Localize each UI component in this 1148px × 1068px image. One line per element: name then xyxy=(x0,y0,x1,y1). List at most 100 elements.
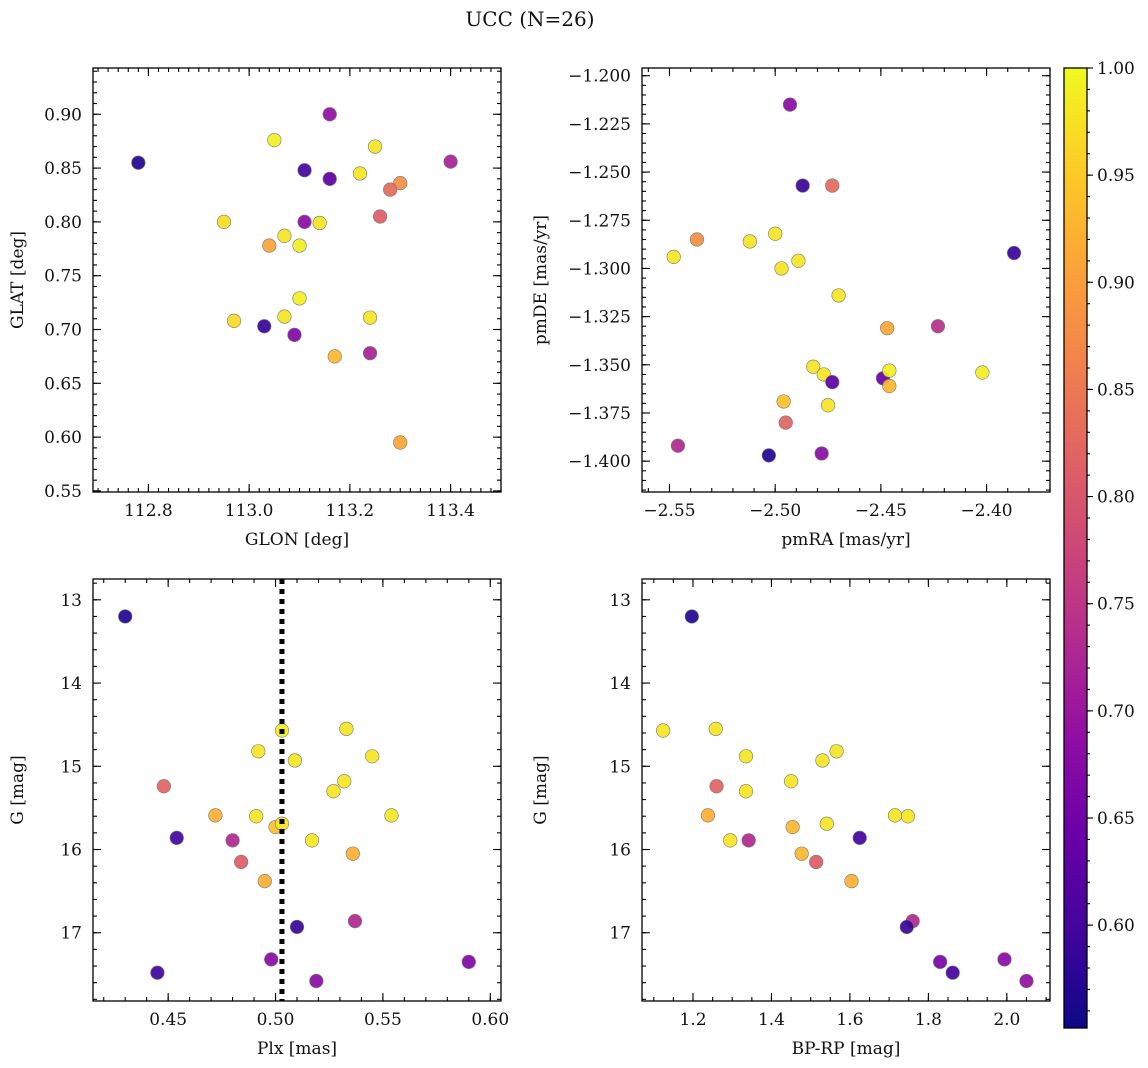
data-point xyxy=(156,779,171,794)
data-point xyxy=(297,214,312,229)
figure-title: UCC (N=26) xyxy=(465,7,594,31)
x-tick-label: 1.2 xyxy=(679,1010,706,1030)
data-point xyxy=(887,808,903,823)
x-tick-label: 0.60 xyxy=(471,1010,509,1030)
data-point xyxy=(304,833,320,848)
data-point xyxy=(234,854,249,870)
data-point xyxy=(814,446,829,461)
x-tick-label: 0.50 xyxy=(257,1010,295,1030)
data-point xyxy=(337,774,352,789)
y-axis-label: G [mag] xyxy=(531,755,551,824)
y-tick-label: 0.90 xyxy=(44,105,82,125)
data-point xyxy=(882,363,897,378)
data-point xyxy=(383,182,398,197)
y-tick-label: −1.350 xyxy=(568,356,631,376)
data-point xyxy=(809,854,824,870)
data-point xyxy=(900,809,916,824)
data-point xyxy=(708,721,723,736)
data-point xyxy=(262,238,277,253)
y-tick-label: 17 xyxy=(609,924,631,944)
y-tick-label: 0.55 xyxy=(44,482,82,502)
data-point xyxy=(267,133,282,148)
y-tick-label: −1.250 xyxy=(568,163,631,183)
data-point xyxy=(277,309,292,324)
data-point xyxy=(226,313,242,328)
data-point xyxy=(322,171,337,186)
colorbar-frame xyxy=(1063,67,1088,1029)
y-tick-label: 13 xyxy=(60,591,82,611)
data-point xyxy=(362,310,378,325)
y-tick-label: 15 xyxy=(60,757,82,777)
data-point xyxy=(322,107,337,122)
data-point xyxy=(825,178,840,193)
y-tick-label: −1.325 xyxy=(568,308,631,328)
data-point xyxy=(118,609,133,624)
y-tick-label: −1.225 xyxy=(568,115,631,135)
data-point xyxy=(362,346,378,361)
data-point xyxy=(831,288,846,303)
data-point xyxy=(806,359,821,374)
data-point xyxy=(251,744,266,759)
data-point xyxy=(264,952,279,967)
data-point xyxy=(782,97,798,112)
x-tick-label: −2.55 xyxy=(643,501,695,521)
y-tick-label: 14 xyxy=(609,674,631,694)
data-point xyxy=(365,749,380,764)
colorbar-tick-label: 0.95 xyxy=(1097,166,1135,186)
data-point xyxy=(709,779,724,794)
colorbar-tick-label: 0.65 xyxy=(1097,809,1135,829)
data-point xyxy=(945,965,960,980)
y-tick-label: 14 xyxy=(60,674,82,694)
panel-proper-motions: −2.55 −2.50 −2.45 −2.40 −1.400 −1.375 −1.350 −1… xyxy=(531,67,1051,550)
data-point xyxy=(208,808,223,823)
axes-frame xyxy=(641,578,1051,1002)
data-point xyxy=(741,833,756,848)
y-tick-label: 0.85 xyxy=(44,159,82,179)
y-axis-label: pmDE [mas/yr] xyxy=(531,215,551,345)
data-point xyxy=(666,249,681,264)
data-point xyxy=(169,830,184,845)
data-point xyxy=(347,913,363,929)
data-point xyxy=(257,319,272,334)
scatter-points xyxy=(118,609,476,989)
data-point xyxy=(815,753,830,768)
y-tick-label: −1.400 xyxy=(568,452,631,472)
y-tick-label: 0.60 xyxy=(44,428,82,448)
data-point xyxy=(292,238,307,253)
y-tick-label: 0.75 xyxy=(44,267,82,287)
data-point xyxy=(289,919,305,935)
data-point xyxy=(882,378,897,394)
data-point xyxy=(225,833,240,848)
data-point xyxy=(820,398,836,413)
x-tick-label: 112.8 xyxy=(124,501,173,521)
y-axis-label: G [mag] xyxy=(8,755,28,824)
data-point xyxy=(930,319,946,334)
data-point xyxy=(393,435,408,450)
colorbar-gradient xyxy=(1064,68,1087,1028)
data-point xyxy=(443,154,458,169)
data-point xyxy=(738,749,754,764)
data-point xyxy=(257,874,272,889)
data-point xyxy=(216,214,232,229)
data-point xyxy=(825,375,840,390)
y-tick-label: −1.375 xyxy=(568,404,631,424)
data-point xyxy=(131,155,146,170)
colorbar-tick-label: 0.90 xyxy=(1097,273,1135,293)
data-point xyxy=(312,215,327,231)
data-point xyxy=(933,954,948,969)
data-point xyxy=(783,774,799,789)
data-point xyxy=(689,232,705,247)
scatter-points xyxy=(656,609,1034,989)
x-tick-label: 1.8 xyxy=(915,1010,942,1030)
data-point xyxy=(700,808,716,823)
x-axis-label: Plx [mas] xyxy=(257,1039,337,1059)
x-axis-label: BP-RP [mag] xyxy=(792,1039,901,1059)
y-tick-label: −1.300 xyxy=(568,259,631,279)
x-tick-label: 1.4 xyxy=(758,1010,785,1030)
data-point xyxy=(656,723,671,738)
colorbar-tick-label: 1.00 xyxy=(1097,59,1135,79)
y-tick-label: 0.65 xyxy=(44,374,82,394)
data-point xyxy=(778,415,793,430)
x-axis-label: pmRA [mas/yr] xyxy=(781,530,910,550)
data-point xyxy=(768,226,783,241)
